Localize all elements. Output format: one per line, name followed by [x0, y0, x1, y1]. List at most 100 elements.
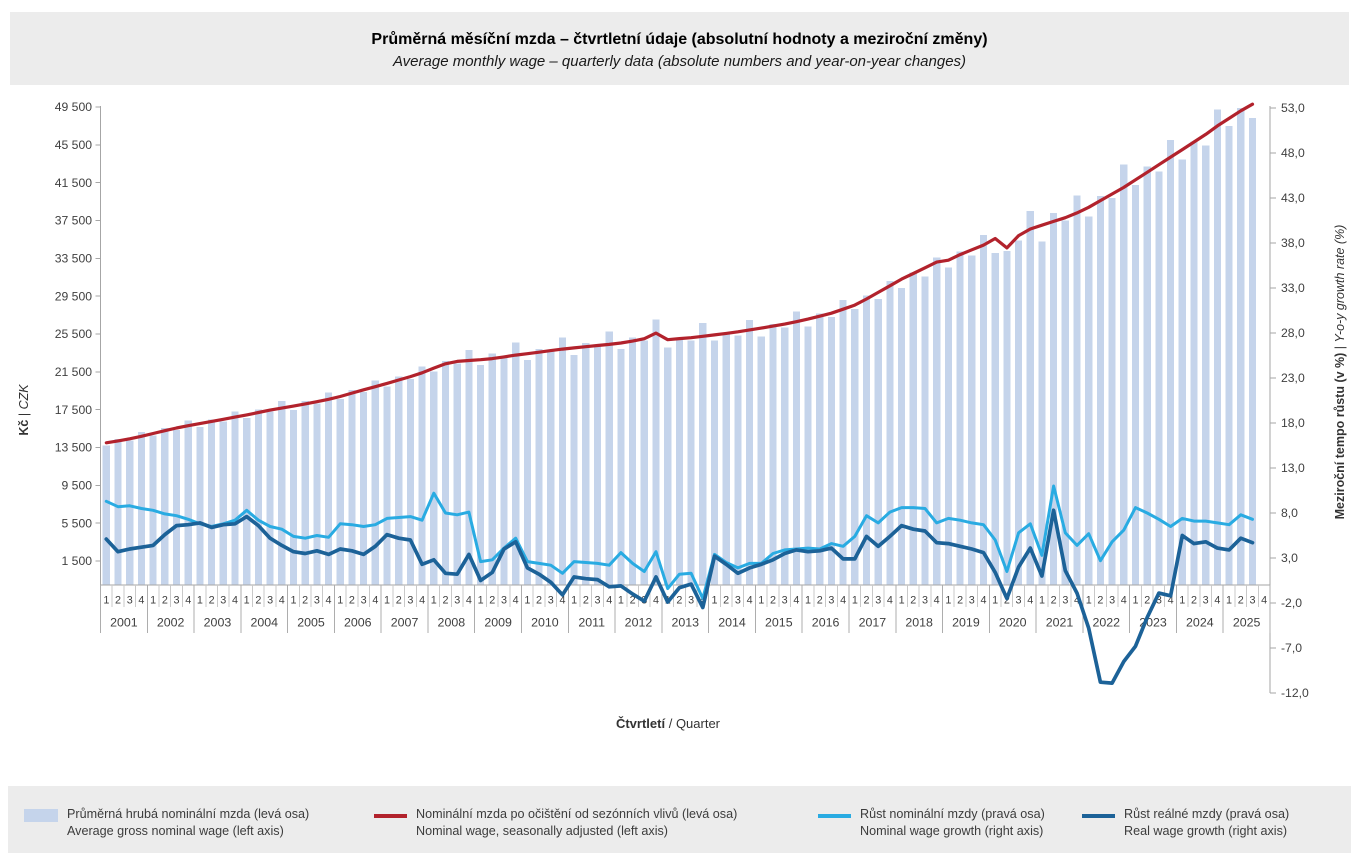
quarter-label: 2	[1051, 595, 1057, 607]
quarter-label: 2	[817, 595, 823, 607]
quarter-label: 1	[945, 595, 951, 607]
bar	[208, 419, 216, 585]
quarter-label: 3	[501, 595, 507, 607]
quarter-label: 1	[852, 595, 858, 607]
left-axis-tick-label: 41 500	[55, 176, 92, 190]
bar	[395, 376, 403, 585]
left-axis-tick-label: 45 500	[55, 138, 92, 152]
bar	[371, 380, 379, 585]
right-axis-tick-label: 38,0	[1281, 236, 1305, 250]
quarter-label: 2	[630, 595, 636, 607]
quarter-label: 2	[255, 595, 261, 607]
bar	[792, 311, 800, 585]
quarter-label: 1	[1039, 595, 1045, 607]
bar	[1213, 109, 1221, 585]
quarter-label: 4	[419, 595, 425, 607]
quarter-label: 3	[220, 595, 226, 607]
bar	[605, 331, 613, 585]
quarter-label: 1	[1179, 595, 1185, 607]
quarter-label: 2	[162, 595, 168, 607]
bar	[289, 409, 298, 585]
legend-label-cs: Růst nominální mzdy (pravá osa)	[860, 807, 1045, 821]
bar	[769, 324, 777, 585]
year-label: 2020	[999, 616, 1027, 630]
quarter-label: 3	[875, 595, 881, 607]
bar	[266, 411, 274, 585]
bar	[231, 411, 239, 585]
legend-label-en: Average gross nominal wage (left axis)	[67, 823, 284, 838]
quarter-label: 1	[711, 595, 717, 607]
year-label: 2016	[812, 616, 840, 630]
quarter-label: 2	[1238, 595, 1244, 607]
bar	[617, 349, 625, 585]
year-label: 2005	[297, 616, 325, 630]
quarter-label: 4	[934, 595, 940, 607]
quarter-label: 1	[899, 595, 905, 607]
quarter-label: 3	[1203, 595, 1209, 607]
year-label: 2017	[859, 616, 887, 630]
bar	[570, 354, 578, 585]
bar	[430, 371, 438, 585]
right-axis-title: Meziroční tempo růstu (v %) | Y-o-y grow…	[1333, 225, 1347, 520]
bar	[582, 343, 590, 585]
bar	[126, 440, 134, 585]
bar	[734, 335, 742, 585]
quarter-label: 2	[583, 595, 589, 607]
quarter-label: 3	[828, 595, 834, 607]
bar	[640, 340, 648, 585]
bar	[827, 316, 835, 585]
year-label: 2022	[1092, 616, 1120, 630]
bar	[722, 332, 730, 585]
bar	[699, 323, 707, 585]
bar	[1237, 107, 1245, 586]
bar	[418, 366, 426, 585]
quarter-label: 3	[454, 595, 460, 607]
quarter-label: 1	[1086, 595, 1092, 607]
bar	[991, 252, 999, 585]
year-label: 2024	[1186, 616, 1214, 630]
quarter-label: 3	[407, 595, 413, 607]
bar	[898, 287, 906, 585]
bar	[1248, 117, 1257, 586]
chart-title: Průměrná měsíční mzda – čtvrtletní údaje…	[371, 31, 988, 48]
bar	[348, 389, 356, 585]
nominal-growth-line	[104, 484, 1254, 600]
legend-label-cs: Průměrná hrubá nominální mzda (levá osa)	[67, 807, 310, 821]
bar	[243, 417, 251, 585]
real-growth-line	[104, 508, 1255, 685]
quarter-label: 1	[1226, 595, 1232, 607]
bar	[862, 295, 871, 585]
year-label: 2004	[250, 616, 278, 630]
bar	[851, 309, 859, 585]
year-label: 2002	[157, 616, 185, 630]
bar	[710, 340, 719, 585]
year-label: 2018	[905, 616, 933, 630]
quarter-label: 2	[957, 595, 963, 607]
left-axis-tick-label: 29 500	[55, 289, 92, 303]
quarter-label: 3	[1062, 595, 1068, 607]
bar	[1167, 140, 1175, 585]
bar	[500, 356, 508, 585]
quarter-label: 3	[1109, 595, 1115, 607]
quarter-label: 3	[314, 595, 320, 607]
bar	[1120, 164, 1128, 585]
bar	[523, 360, 531, 585]
bar	[1038, 241, 1046, 585]
left-axis-tick-label: 21 500	[55, 365, 92, 379]
bar	[535, 348, 543, 585]
bar	[781, 327, 789, 585]
bar	[593, 346, 602, 585]
quarter-label: 2	[910, 595, 916, 607]
quarter-label: 2	[209, 595, 215, 607]
left-axis-tick-label: 9 500	[62, 479, 93, 493]
year-label: 2012	[625, 616, 653, 630]
bar	[816, 313, 824, 585]
right-axis-tick-label: -7,0	[1281, 641, 1302, 655]
bar	[196, 427, 204, 585]
quarter-label: 2	[1097, 595, 1103, 607]
bar	[278, 401, 286, 585]
bars-group	[102, 107, 1257, 586]
bar	[664, 347, 672, 585]
